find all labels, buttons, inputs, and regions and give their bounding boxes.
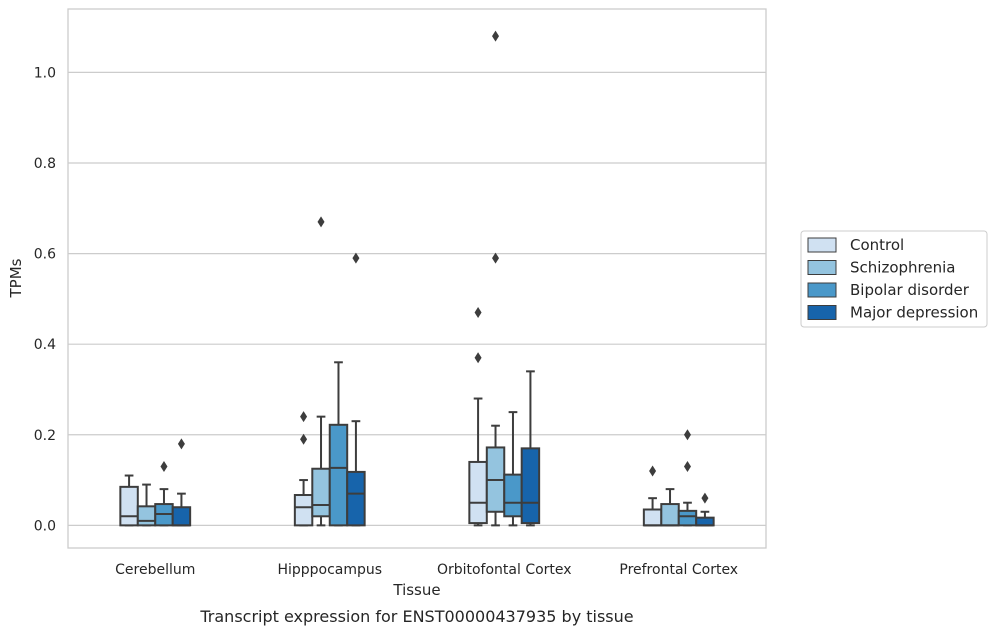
y-tick-labels: 0.0 0.2 0.4 0.6 0.8 1.0 [34,65,56,534]
box-control [642,465,663,527]
x-tick-labels: Cerebellum Hipppocampus Orbitofontal Corte… [115,562,738,578]
box-iqr [520,447,541,525]
outlier-point [683,460,691,472]
outlier-point [683,429,691,441]
legend-swatch [807,305,837,320]
legend-label: Control [850,236,904,254]
box-iqr [346,470,366,527]
box-major-depression [346,252,366,527]
box-major-depression [520,370,541,527]
box-iqr [695,516,715,527]
box-iqr [328,423,349,527]
legend-label: Major depression [850,304,978,322]
y-tick-label: 0.2 [34,428,56,444]
outlier-point [492,30,500,42]
x-tick-label: Orbitofontal Cortex [437,562,572,578]
box-iqr [468,460,488,525]
legend-frame [800,230,988,328]
legend-label: Bipolar disorder [850,281,970,299]
x-tick-label: Hipppocampus [277,562,382,578]
outlier-point [160,460,168,472]
outlier-point [474,306,482,318]
outlier-point [317,216,325,228]
x-axis-label: Tissue [392,581,440,599]
box-major-depression [695,492,715,527]
plot-area [67,8,767,549]
outlier-point [352,252,360,264]
box-iqr [171,506,192,527]
x-tick-label: Prefrontal Cortex [619,562,738,578]
y-tick-label: 0.8 [34,156,56,172]
box-iqr [660,503,680,527]
outlier-point [300,433,308,445]
box-major-depression [171,438,192,527]
outlier-point [474,352,482,364]
y-tick-label: 1.0 [34,65,56,81]
box-iqr [311,467,331,518]
legend-swatch [807,282,837,298]
legend-swatch [807,237,837,253]
outlier-point [649,465,657,477]
outlier-point [300,411,308,423]
box-iqr [642,508,663,527]
outlier-point [492,252,500,264]
box-control [293,411,314,527]
box-iqr [136,505,157,527]
box-bipolar-disorder [328,361,349,527]
box-iqr [677,509,698,527]
chart-caption: Transcript expression for ENST0000043793… [199,607,633,626]
box-schizophrenia [660,488,680,527]
box-bipolar-disorder [154,460,174,527]
x-tick-label: Cerebellum [115,562,195,578]
box-bipolar-disorder [503,411,523,527]
box-series [119,30,715,527]
outlier-point [701,492,709,504]
y-tick-label: 0.6 [34,247,56,263]
box-iqr [293,494,314,527]
y-tick-label: 0.0 [34,518,56,534]
legend: Control Schizophrenia Bipolar disorder Majo… [800,230,988,328]
y-axis-label: TPMs [7,258,25,298]
y-tick-label: 0.4 [34,337,56,353]
outlier-point [177,438,185,450]
box-iqr [119,485,139,527]
box-iqr [503,473,523,518]
legend-swatch [807,260,837,275]
legend-label: Schizophrenia [850,259,955,277]
